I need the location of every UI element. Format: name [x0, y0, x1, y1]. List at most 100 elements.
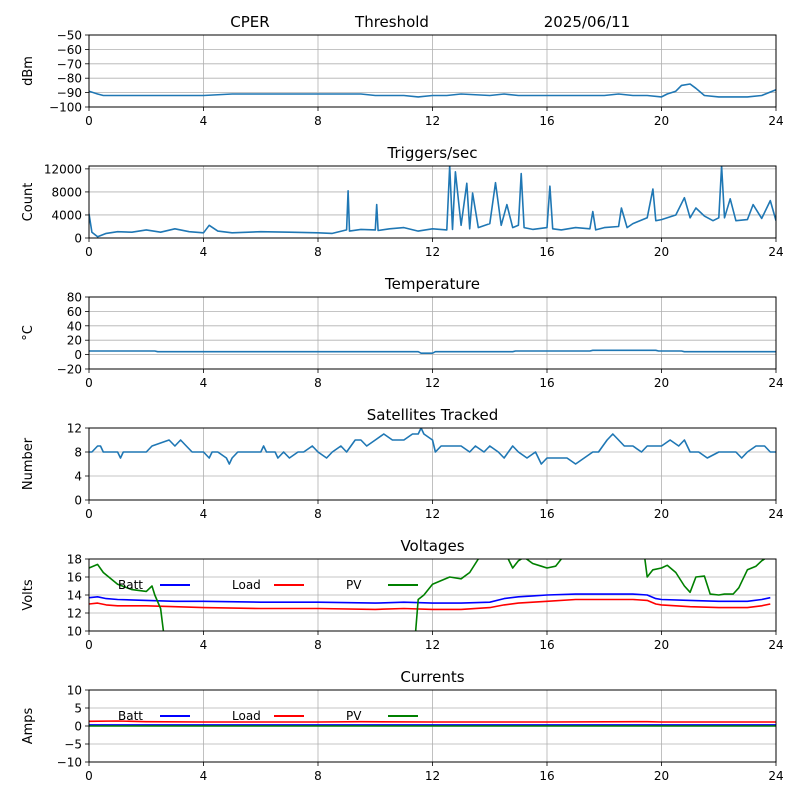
series-line-batt: [89, 593, 771, 604]
y-tick-label: −20: [57, 363, 82, 377]
chart-title: Triggers/sec: [387, 144, 478, 162]
x-tick-label: 8: [314, 769, 322, 783]
x-tick-label: 8: [314, 245, 322, 259]
chart-title: Currents: [400, 668, 464, 686]
chart-panel: 0 4 8 12 16 20 24 0 4000 8000 12000 Triggers/sec Cou…: [21, 144, 784, 259]
y-tick-label: 80: [67, 291, 82, 305]
x-tick-label: 20: [654, 245, 669, 259]
y-axis-label: Count: [21, 183, 36, 222]
x-tick-label: 0: [85, 245, 93, 259]
x-tick-label: 8: [314, 507, 322, 521]
series-group: [89, 559, 771, 631]
header-site: CPER: [230, 13, 269, 31]
x-tick-label: 0: [85, 507, 93, 521]
series-line: [89, 83, 776, 98]
header-date: 2025/06/11: [544, 13, 630, 31]
x-tick-label: 12: [425, 769, 440, 783]
series-group: [89, 166, 776, 238]
x-tick-label: 12: [425, 245, 440, 259]
y-tick-label: 40: [67, 319, 82, 333]
y-tick-label: 18: [67, 553, 82, 567]
y-tick-label: −100: [49, 101, 82, 115]
x-tick-label: 8: [314, 638, 322, 652]
x-tick-label: 4: [200, 769, 208, 783]
x-tick-label: 4: [200, 114, 208, 128]
y-tick-label: 0: [74, 348, 82, 362]
x-tick-label: 24: [768, 114, 783, 128]
legend-label-load: Load: [232, 578, 261, 592]
x-tick-label: 16: [539, 114, 554, 128]
y-tick-label: 14: [67, 589, 82, 603]
y-tick-label: 4: [74, 470, 82, 484]
y-tick-label: 10: [67, 684, 82, 698]
y-axis-label: Volts: [21, 579, 36, 611]
y-tick-label: 0: [74, 720, 82, 734]
y-tick-label: 5: [74, 702, 82, 716]
series-line-load: [89, 598, 771, 611]
x-tick-label: 16: [539, 507, 554, 521]
x-tick-label: 20: [654, 638, 669, 652]
series-line-load: [89, 720, 776, 723]
x-tick-label: 12: [425, 376, 440, 390]
y-tick-label: 12: [67, 422, 82, 436]
x-tick-label: 16: [539, 769, 554, 783]
x-tick-label: 4: [200, 638, 208, 652]
y-tick-label: 12000: [44, 162, 82, 176]
x-tick-label: 8: [314, 376, 322, 390]
series-line: [89, 428, 776, 465]
x-tick-label: 8: [314, 114, 322, 128]
y-tick-label: −80: [57, 72, 82, 86]
y-tick-label: 16: [67, 571, 82, 585]
x-tick-label: 24: [768, 769, 783, 783]
x-tick-label: 20: [654, 507, 669, 521]
x-tick-label: 20: [654, 376, 669, 390]
y-tick-label: 8: [74, 446, 82, 460]
legend-label-pv: PV: [346, 578, 362, 592]
legend-label-load: Load: [232, 709, 261, 723]
legend-label-batt: Batt: [118, 709, 143, 723]
y-axis-label: Amps: [21, 707, 36, 744]
chart-title: Voltages: [400, 537, 464, 555]
y-tick-label: −5: [64, 738, 82, 752]
chart-panel: 0 4 8 12 16 20 24 −100−90−80−70−60−50 dBm: [21, 29, 784, 129]
y-tick-label: 12: [67, 607, 82, 621]
legend-label-pv: PV: [346, 709, 362, 723]
x-tick-label: 4: [200, 245, 208, 259]
x-tick-label: 20: [654, 769, 669, 783]
x-tick-label: 4: [200, 376, 208, 390]
chart-title: Satellites Tracked: [367, 406, 498, 424]
y-tick-label: −60: [57, 43, 82, 57]
y-tick-label: 10: [67, 625, 82, 639]
x-tick-label: 0: [85, 114, 93, 128]
series-line: [89, 166, 776, 238]
series-group: [89, 720, 776, 727]
x-tick-label: 24: [768, 638, 783, 652]
y-tick-label: 60: [67, 305, 82, 319]
x-tick-label: 12: [425, 638, 440, 652]
series-group: [89, 428, 776, 465]
x-tick-label: 24: [768, 376, 783, 390]
x-tick-label: 0: [85, 376, 93, 390]
legend-label-batt: Batt: [118, 578, 143, 592]
x-tick-label: 12: [425, 507, 440, 521]
y-tick-label: −50: [57, 29, 82, 43]
y-tick-label: 20: [67, 334, 82, 348]
x-tick-label: 0: [85, 638, 93, 652]
series-line: [89, 349, 776, 355]
y-axis-label: °C: [21, 325, 36, 341]
x-tick-label: 16: [539, 376, 554, 390]
chart-panel: 0 4 8 12 16 20 24 0 4 8 12 Satellites Tracked Number: [21, 406, 784, 521]
series-group: [89, 83, 776, 98]
x-tick-label: 20: [654, 114, 669, 128]
x-tick-label: 16: [539, 638, 554, 652]
x-tick-label: 4: [200, 507, 208, 521]
x-tick-label: 24: [768, 507, 783, 521]
y-axis-label: Number: [21, 437, 36, 490]
series-group: [89, 349, 776, 355]
chart-panel: 0 4 8 12 16 20 24 −10 −5 0 5 10 Currents Amps Batt Load…: [21, 668, 784, 783]
